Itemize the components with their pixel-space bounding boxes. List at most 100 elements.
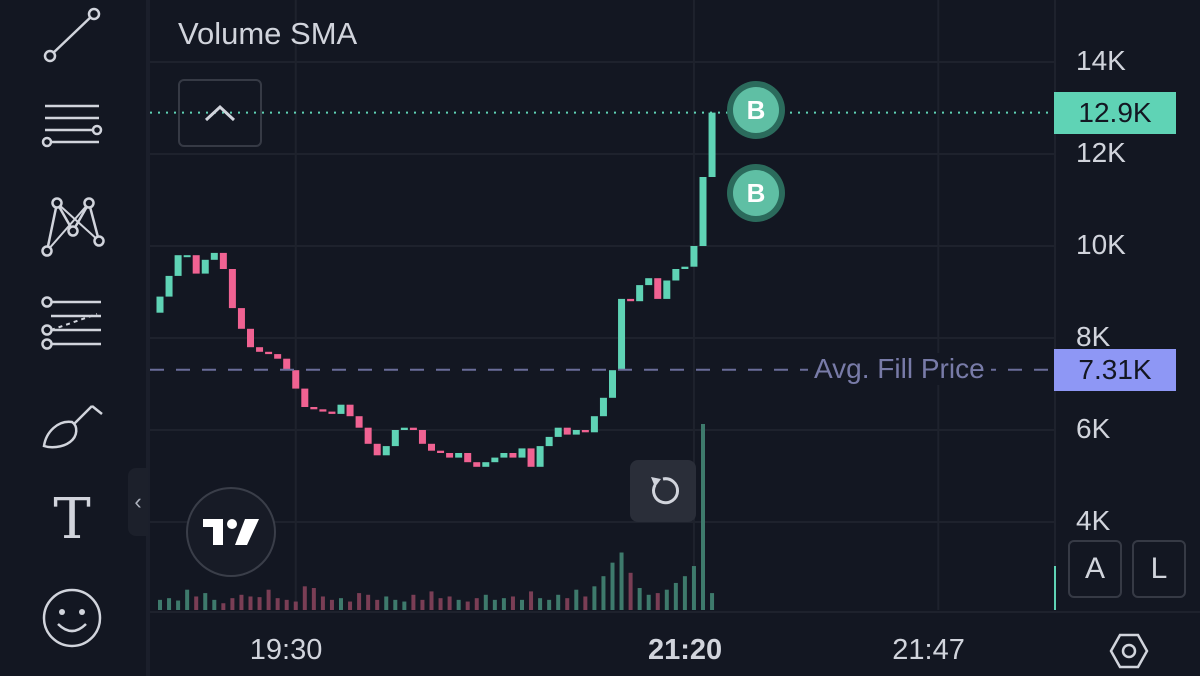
- candle: [708, 112, 716, 177]
- candle: [663, 280, 671, 299]
- candle: [599, 397, 607, 417]
- indicator-legend[interactable]: Volume SMA: [178, 16, 358, 51]
- time-tick-label: 19:30: [249, 634, 323, 666]
- candle: [509, 453, 517, 458]
- candle: [681, 266, 689, 269]
- candle: [219, 252, 227, 269]
- buy-marker[interactable]: B: [727, 81, 786, 140]
- volume-bar: [492, 599, 497, 610]
- candle: [627, 298, 635, 302]
- candle: [183, 255, 191, 258]
- volume-bar: [293, 601, 298, 610]
- candle: [581, 430, 589, 433]
- candle: [428, 443, 435, 451]
- price-tick-label: 8K: [1076, 321, 1111, 352]
- candle: [482, 462, 490, 467]
- auto-scale-button[interactable]: A: [1068, 540, 1122, 598]
- volume-bar: [311, 588, 316, 610]
- volume-bar: [438, 598, 443, 610]
- volume-bar: [601, 576, 606, 610]
- emoji-icon: [42, 588, 102, 648]
- price-tick-label: 4K: [1076, 505, 1111, 536]
- candle: [373, 443, 381, 456]
- legend-collapse-button[interactable]: [178, 79, 262, 147]
- price-tick-label: 10K: [1076, 229, 1126, 260]
- reset-chart-button[interactable]: [630, 460, 696, 522]
- candle: [536, 446, 544, 467]
- candle: [228, 269, 236, 309]
- candle: [473, 462, 481, 467]
- volume-bar: [538, 598, 543, 610]
- candle: [328, 411, 336, 414]
- tradingview-logo-icon: [203, 519, 259, 545]
- candle: [491, 457, 499, 463]
- volume-bar: [673, 582, 678, 610]
- toolbar-collapse-handle[interactable]: ‹: [128, 468, 148, 536]
- candle: [355, 416, 363, 428]
- candle: [690, 246, 698, 267]
- volume-bar: [447, 596, 452, 610]
- candle: [247, 328, 254, 348]
- buy-marker[interactable]: B: [727, 164, 786, 223]
- candle: [455, 453, 463, 458]
- candle: [446, 453, 454, 458]
- trend-line-tool[interactable]: [30, 0, 114, 72]
- volume-bar: [176, 600, 181, 610]
- volume-bar: [257, 597, 262, 610]
- volume-bar: [411, 594, 416, 610]
- brush-tool[interactable]: [30, 388, 114, 460]
- volume-bar: [185, 589, 190, 610]
- candle: [346, 404, 354, 417]
- fib-tool[interactable]: [30, 288, 114, 360]
- candle: [464, 453, 472, 463]
- volume-bar: [529, 591, 534, 610]
- candle: [310, 407, 318, 410]
- candle: [337, 404, 345, 414]
- volume-bar: [212, 599, 217, 610]
- volume-bar: [194, 596, 199, 610]
- chart-settings-button[interactable]: [1108, 630, 1150, 672]
- horizontal-lines-tool[interactable]: [30, 90, 114, 162]
- candle: [174, 255, 182, 276]
- emoji-tool[interactable]: [30, 582, 114, 654]
- candle: [500, 453, 508, 458]
- log-scale-button[interactable]: L: [1132, 540, 1186, 598]
- candle: [292, 370, 300, 389]
- candle: [545, 436, 553, 447]
- candle: [699, 177, 707, 246]
- volume-bar: [456, 599, 461, 610]
- volume-bar: [565, 598, 570, 610]
- volume-bar: [429, 591, 434, 610]
- volume-bar: [230, 598, 235, 610]
- volume-bar: [637, 588, 642, 610]
- volume-series: [158, 424, 715, 610]
- candle: [256, 347, 264, 352]
- toolbar-divider: [146, 0, 150, 676]
- candle: [364, 427, 372, 444]
- volume-bar: [329, 599, 334, 610]
- volume-bar: [501, 598, 506, 610]
- trend-line-icon: [43, 7, 101, 63]
- reset-icon: [651, 477, 679, 505]
- chevron-left-icon: ‹: [134, 489, 142, 514]
- pattern-icon: [41, 197, 105, 257]
- volume-bar: [420, 599, 425, 610]
- candle: [572, 430, 580, 435]
- volume-bar: [339, 598, 343, 610]
- chart-grid: [150, 0, 1200, 613]
- volume-bar: [203, 593, 208, 610]
- volume-bar: [691, 566, 696, 610]
- candle: [409, 427, 417, 430]
- pattern-tool[interactable]: [30, 190, 114, 262]
- text-tool[interactable]: T: [30, 484, 114, 556]
- volume-bar: [266, 589, 271, 610]
- volume-bar: [701, 424, 705, 610]
- volume-bar: [348, 601, 353, 610]
- tradingview-logo[interactable]: [186, 487, 276, 577]
- volume-bar: [275, 598, 280, 610]
- volume-bar: [239, 594, 244, 610]
- avg-fill-label: Avg. Fill Price: [808, 352, 991, 385]
- drawing-toolbar: T: [0, 0, 146, 676]
- volume-bar: [474, 598, 479, 610]
